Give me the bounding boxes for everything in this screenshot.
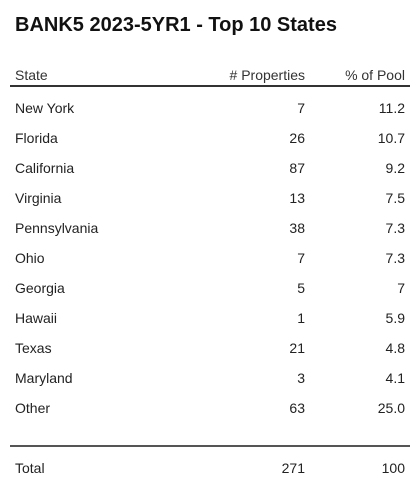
cell-pool: 11.2	[378, 100, 405, 116]
cell-pool: 7.3	[385, 220, 405, 236]
cell-pool: 5.9	[385, 310, 405, 326]
cell-properties: 63	[289, 400, 305, 416]
header-pool: % of Pool	[345, 67, 405, 83]
cell-properties: 7	[297, 100, 305, 116]
cell-pool: 7.3	[385, 250, 405, 266]
cell-pool: 4.8	[385, 340, 405, 356]
table-header: State # Properties % of Pool	[10, 62, 410, 87]
cell-properties: 87	[289, 160, 305, 176]
cell-state: Maryland	[15, 370, 73, 386]
cell-pool: 9.2	[385, 160, 405, 176]
table-row: Other 63 25.0	[10, 393, 410, 423]
table-row: Florida 26 10.7	[10, 123, 410, 153]
total-pool: 100	[381, 460, 405, 476]
table-body: New York 7 11.2 Florida 26 10.7 California 87 9.…	[10, 93, 410, 423]
table-row: Maryland 3 4.1	[10, 363, 410, 393]
cell-pool: 7.5	[385, 190, 405, 206]
cell-pool: 25.0	[377, 400, 405, 416]
total-row: Total 271 100	[10, 453, 410, 483]
states-table: State # Properties % of Pool New York 7 11…	[10, 62, 410, 423]
cell-properties: 21	[289, 340, 305, 356]
cell-state: Florida	[15, 130, 58, 146]
cell-properties: 13	[289, 190, 305, 206]
table-row: Texas 21 4.8	[10, 333, 410, 363]
cell-state: Texas	[15, 340, 52, 356]
table-row: Virginia 13 7.5	[10, 183, 410, 213]
table-row: Ohio 7 7.3	[10, 243, 410, 273]
cell-state: New York	[15, 100, 75, 116]
cell-properties: 7	[297, 250, 305, 266]
table-row: Pennsylvania 38 7.3	[10, 213, 410, 243]
cell-state: Hawaii	[15, 310, 58, 326]
cell-properties: 1	[297, 310, 305, 326]
cell-state: Ohio	[15, 250, 45, 266]
table-row: New York 7 11.2	[10, 93, 410, 123]
cell-pool: 10.7	[377, 130, 405, 146]
cell-state: Virginia	[15, 190, 62, 206]
cell-pool: 7	[397, 280, 405, 296]
table-row: California 87 9.2	[10, 153, 410, 183]
table-row: Georgia 5 7	[10, 273, 410, 303]
total-properties: 271	[281, 460, 305, 476]
chart-title: BANK5 2023-5YR1 - Top 10 States	[15, 14, 337, 36]
header-state: State	[15, 67, 48, 83]
cell-state: Pennsylvania	[15, 220, 99, 236]
table-row: Hawaii 1 5.9	[10, 303, 410, 333]
cell-state: California	[15, 160, 75, 176]
cell-pool: 4.1	[385, 370, 405, 386]
cell-state: Other	[15, 400, 51, 416]
cell-properties: 3	[297, 370, 305, 386]
cell-properties: 38	[289, 220, 305, 236]
cell-state: Georgia	[15, 280, 65, 296]
total-separator	[10, 445, 410, 447]
total-label: Total	[15, 460, 45, 476]
header-properties: # Properties	[229, 67, 305, 83]
cell-properties: 26	[289, 130, 305, 146]
cell-properties: 5	[297, 280, 305, 296]
